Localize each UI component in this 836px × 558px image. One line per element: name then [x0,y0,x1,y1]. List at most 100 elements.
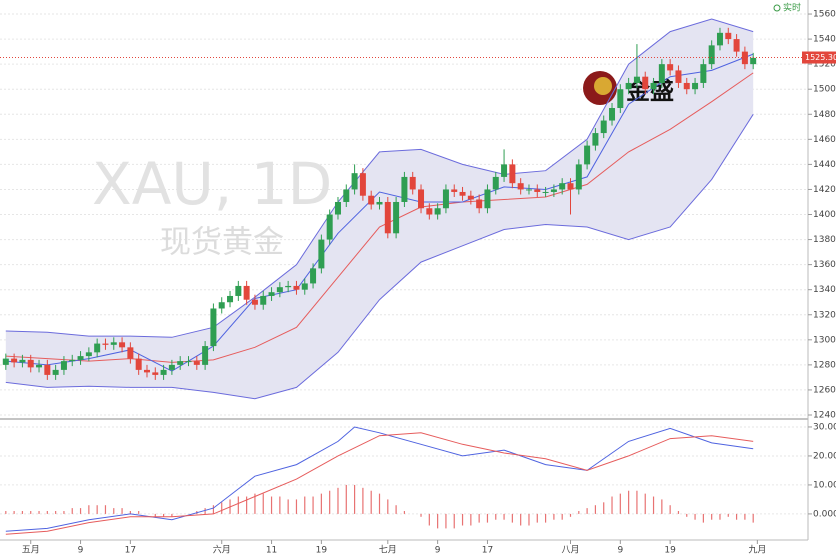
band-lower [5,114,754,400]
candle-body [218,302,225,309]
candle-body [11,358,18,363]
candle-body [700,64,707,83]
candle-body [683,82,690,90]
watermark-sub: 现货黄金 [160,225,284,261]
y-tick-label: 0.0000 [813,509,836,519]
y-tick-label: 1360.00 [813,260,836,270]
candle-body [52,369,59,375]
candle-body [19,359,26,363]
candle-body [127,347,134,359]
x-tick-label: 八月 [561,545,579,556]
candle-body [600,120,607,134]
candle-body [667,64,674,71]
candle-body [69,359,76,362]
candle-body [658,64,665,83]
candle-body [409,176,416,190]
watermark: XAU, 1D [92,150,332,218]
x-tick-label: 9 [435,546,441,556]
candle-body [268,292,275,296]
y-tick-label: 1560.00 [813,10,836,20]
realtime-label: 实时 [783,2,801,14]
candle-body [251,299,258,305]
candle-body [152,372,159,375]
candle-body [692,82,699,90]
candle-body [567,183,574,190]
candle-body [459,191,466,196]
candle-body [476,199,483,209]
candle-body [750,57,757,65]
candle-body [393,201,400,234]
candle-body [650,82,657,90]
candle-body [285,285,292,288]
candle-body [276,287,283,293]
candle-body [102,343,109,345]
candle-body [135,358,142,370]
candle-body [60,361,67,370]
x-tick-label: 19 [664,546,676,556]
candle-body [301,283,308,290]
x-tick-label: 17 [125,546,136,556]
x-tick-label: 九月 [748,545,766,556]
candle-body [227,295,234,303]
candle-body [633,76,640,83]
y-tick-label: 1500.00 [813,85,836,95]
candle-body [426,208,433,215]
x-tick-label: 9 [78,546,84,556]
y-tick-label: 1420.00 [813,185,836,195]
candle-body [509,164,516,184]
candle-body [733,39,740,52]
realtime-dot [773,4,781,12]
macd-line [5,432,754,535]
candle-body [384,201,391,234]
candle-body [592,133,599,146]
candle-body [716,32,723,46]
candle-body [185,361,192,363]
macd-line [5,426,754,532]
y-tick-label: 1320.00 [813,310,836,320]
candle-body [542,191,549,193]
y-tick-label: 1240.00 [813,410,836,420]
candle-body [517,183,524,190]
candle-body [334,201,341,215]
candle-body [235,285,242,296]
candle-body [501,164,508,177]
candle-body [94,343,101,353]
y-tick-label: 1440.00 [813,160,836,170]
candle-body [550,189,557,192]
logo-text: 金盛 [625,77,674,105]
y-tick-label: 1480.00 [813,110,836,120]
candle-body [559,183,566,190]
candle-body [202,346,209,365]
candle-body [177,361,184,365]
candle-body [318,239,325,269]
y-tick-label: 1260.00 [813,385,836,395]
candle-body [85,352,92,357]
candle-body [575,164,582,190]
candle-body [143,369,150,373]
candle-body [534,189,541,192]
y-tick-label: 10.0000 [813,480,836,490]
x-tick-label: 19 [316,546,328,556]
y-tick-label: 1540.00 [813,35,836,45]
logo-mark-inner [594,77,612,95]
last-price-label: 1525.30 [805,53,836,62]
x-tick-label: 七月 [379,545,397,556]
candle-body [27,359,34,368]
y-tick-label: 30.0000 [813,422,836,432]
y-tick-label: 1380.00 [813,235,836,245]
y-tick-label: 1460.00 [813,135,836,145]
candle-body [210,308,217,347]
candle-body [525,189,532,191]
x-tick-label: 9 [617,546,623,556]
y-tick-label: 1400.00 [813,210,836,220]
candle-body [368,195,375,205]
candle-body [617,89,624,109]
candle-body [708,45,715,65]
candle-body [359,173,366,196]
candle-body [418,189,425,209]
x-tick-label: 五月 [22,545,40,556]
candle-body [467,195,474,200]
candle-body [584,145,591,165]
